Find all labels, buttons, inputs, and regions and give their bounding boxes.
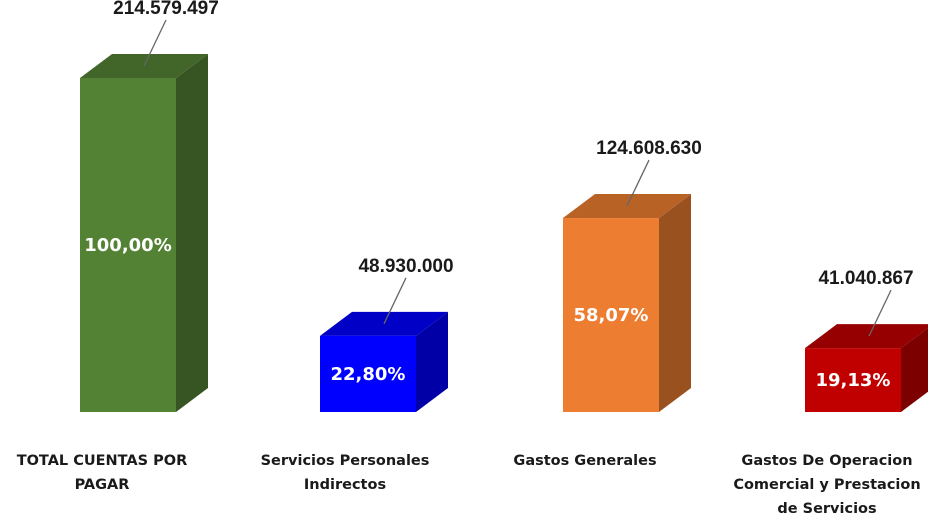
value-leader-line <box>143 19 167 67</box>
percent-label: 19,13% <box>816 370 891 391</box>
bar-front-face <box>320 335 416 412</box>
bar-side-face <box>416 311 448 412</box>
value-leader-line <box>383 277 407 325</box>
bar-top-face <box>805 324 928 349</box>
percent-label: 100,00% <box>84 235 172 256</box>
value-label: 48.930.000 <box>358 256 453 277</box>
category-label: Servicios Personales Indirectos <box>261 453 430 493</box>
bar-front-face <box>563 218 659 412</box>
bar <box>320 311 448 412</box>
category-label: Gastos Generales <box>513 453 656 469</box>
value-leader-line <box>868 289 892 337</box>
bar-front-face <box>80 78 176 412</box>
value-label: 124.608.630 <box>596 138 702 159</box>
value-label: 214.579.497 <box>113 0 219 19</box>
bar <box>805 324 928 412</box>
percent-label: 22,80% <box>331 364 406 385</box>
bar <box>80 54 208 412</box>
bar-front-face <box>805 348 901 412</box>
bar-side-face <box>176 54 208 412</box>
bar-top-face <box>563 194 691 219</box>
category-label: TOTAL CUENTAS POR PAGAR <box>17 453 188 493</box>
bar-side-face <box>659 194 691 412</box>
value-label: 41.040.867 <box>818 268 913 289</box>
bar-side-face <box>901 327 928 412</box>
percent-label: 58,07% <box>574 305 649 326</box>
value-leader-line <box>626 159 650 207</box>
labels-group: 100,00% 214.579.497 TOTAL CUENTAS POR PAGAR… <box>17 0 921 515</box>
category-label: Gastos De Operacion Comercial y Prestacio… <box>733 453 920 515</box>
bar <box>563 194 691 412</box>
bars-group <box>80 54 928 412</box>
